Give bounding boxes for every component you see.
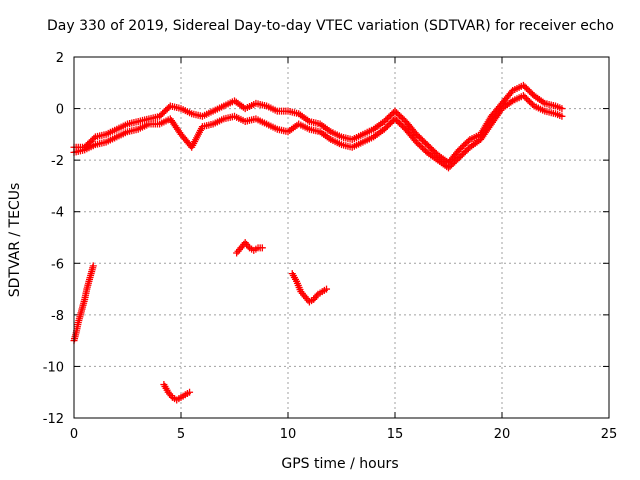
y-axis-label: SDTVAR / TECUs [7,182,23,298]
data-point [323,285,331,293]
series-seg-dip [288,270,331,306]
data-point [558,105,566,113]
x-tick-label: 25 [601,427,618,442]
y-tick-label: -2 [51,154,64,169]
grid-lines [74,57,609,418]
y-tick-label: 0 [56,103,64,118]
x-tick-label: 20 [494,427,511,442]
series-main-band-b [70,92,566,172]
y-tick-label: -12 [43,412,64,427]
y-tick-label: 2 [56,51,64,66]
data-point [558,112,566,120]
plot-frame [73,56,610,419]
y-tick-label: -6 [51,257,64,272]
x-tick-label: 5 [177,427,185,442]
series-seg-mid [233,239,266,257]
data-point [90,134,98,142]
x-tick-label: 15 [387,427,404,442]
data-point [529,101,537,109]
data-point [258,244,266,252]
chart-title: Day 330 of 2019, Sidereal Day-to-day VTE… [47,18,614,34]
series-seg-steep [70,262,97,345]
data-point [186,388,194,396]
x-tick-label: 10 [280,427,297,442]
y-tick-label: -10 [43,360,64,375]
y-tick-label: -4 [51,206,64,221]
x-axis-label: GPS time / hours [281,456,399,472]
data-point [89,262,97,270]
x-tick-label: 0 [70,427,78,442]
series-main-band-a [70,81,566,167]
series-seg-low [160,380,194,404]
data-points [70,81,566,404]
data-point [464,137,472,145]
y-tick-label: -8 [51,309,64,324]
